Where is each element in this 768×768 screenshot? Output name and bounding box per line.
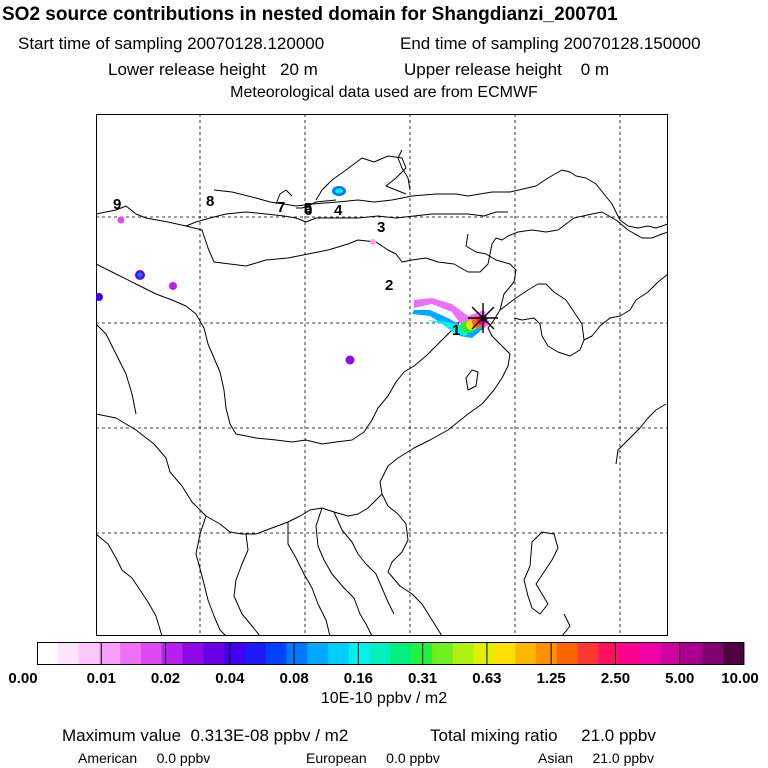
colorbar-cell bbox=[640, 642, 662, 665]
end-time-label: End time of sampling 20070128.150000 bbox=[400, 34, 701, 53]
max-value-label: Maximum value 0.313E-08 ppbv / m2 bbox=[62, 726, 349, 745]
colorbar-tick-label: 5.00 bbox=[665, 670, 695, 687]
site-label: 8 bbox=[206, 193, 214, 210]
colorbar-cell bbox=[598, 642, 620, 665]
colorbar-cell bbox=[369, 642, 391, 665]
map-frame bbox=[96, 114, 668, 636]
colorbar-cell bbox=[390, 642, 412, 665]
colorbar-tick-label: 0.63 bbox=[472, 670, 502, 687]
plume-blob bbox=[137, 272, 143, 278]
colorbar-tick-label: 0.16 bbox=[343, 670, 373, 687]
site-label: 3 bbox=[377, 219, 385, 236]
site-label: 5 bbox=[304, 200, 312, 217]
colorbar-tick-label: 0.00 bbox=[8, 670, 38, 687]
total-mixing-ratio: Total mixing ratio 21.0 ppbv bbox=[430, 726, 656, 745]
coastlines-borders bbox=[96, 149, 668, 636]
american-contribution: American 0.0 ppbv bbox=[78, 750, 211, 766]
release-site-marker bbox=[468, 303, 498, 333]
colorbar-cell bbox=[681, 642, 703, 665]
plume-blob bbox=[426, 320, 472, 336]
colorbar-cell bbox=[182, 642, 204, 665]
colorbar-cell bbox=[432, 642, 454, 665]
colorbar-cell bbox=[328, 642, 350, 665]
site-label: 1 bbox=[452, 322, 460, 339]
colorbar-tick-label: 10.00 bbox=[721, 670, 759, 687]
colorbar-cell bbox=[619, 642, 641, 665]
colorbar-cell bbox=[452, 642, 475, 665]
plume-blob bbox=[335, 188, 343, 194]
map-panel: 1 2 3 4 5 6 7 8 9 bbox=[96, 114, 668, 636]
plume-blob bbox=[370, 239, 376, 245]
colorbar-cell bbox=[244, 642, 267, 665]
colorbar-cell bbox=[224, 642, 246, 665]
colorbar-cell bbox=[702, 642, 724, 665]
colorbar-cell bbox=[203, 642, 225, 665]
colorbar-tick-label: 2.50 bbox=[600, 670, 631, 687]
colorbar-cell bbox=[57, 642, 80, 665]
plume-blob bbox=[117, 216, 125, 224]
colorbar-tick-label: 0.02 bbox=[150, 670, 181, 687]
colorbar-cell bbox=[411, 642, 433, 665]
site-label: 9 bbox=[113, 196, 121, 213]
plot-title: SO2 source contributions in nested domai… bbox=[2, 4, 618, 25]
colorbar-cell bbox=[307, 642, 329, 665]
asian-contribution: Asian 21.0 ppbv bbox=[538, 750, 654, 766]
colorbar-tick-label: 1.25 bbox=[536, 670, 566, 687]
colorbar-cell bbox=[37, 642, 59, 665]
plume-concentrations bbox=[96, 186, 490, 365]
lower-release-height: Lower release height 20 m bbox=[108, 60, 318, 79]
colorbar-tick-label: 0.31 bbox=[408, 670, 438, 687]
colorbar-cell bbox=[473, 642, 495, 665]
colorbar-cell bbox=[556, 642, 579, 665]
colorbar-tick-label: 0.08 bbox=[279, 670, 309, 687]
site-label: 7 bbox=[277, 199, 285, 216]
site-labels: 1 2 3 4 5 6 7 8 9 bbox=[113, 193, 460, 339]
colorbar-unit: 10E-10 ppbv / m2 bbox=[320, 690, 448, 707]
plume-blob bbox=[345, 355, 355, 365]
start-time-label: Start time of sampling 20070128.120000 bbox=[18, 34, 325, 53]
colorbar-cell bbox=[161, 642, 184, 665]
colorbar-cell bbox=[78, 642, 100, 665]
met-data-label: Meteorological data used are from ECMWF bbox=[230, 84, 538, 101]
colorbar-cell bbox=[494, 642, 516, 665]
colorbar-cell bbox=[536, 642, 558, 665]
colorbar bbox=[37, 642, 745, 665]
colorbar-cell bbox=[265, 642, 288, 665]
site-label: 6 bbox=[304, 202, 312, 219]
colorbar-cell bbox=[348, 642, 371, 665]
european-contribution: European 0.0 ppbv bbox=[306, 750, 440, 766]
colorbar-cell bbox=[140, 642, 163, 665]
colorbar-cell bbox=[660, 642, 683, 665]
colorbar-cell bbox=[723, 642, 745, 665]
colorbar-tick-label: 0.01 bbox=[86, 670, 116, 687]
graticule bbox=[96, 114, 668, 636]
colorbar-tick-label: 0.04 bbox=[215, 670, 245, 687]
site-label: 2 bbox=[385, 277, 393, 294]
colorbar-cell bbox=[120, 642, 142, 665]
colorbar-cell bbox=[286, 642, 308, 665]
plume-blob bbox=[169, 282, 177, 290]
site-label: 4 bbox=[334, 202, 343, 219]
colorbar-cell bbox=[577, 642, 599, 665]
colorbar-cell bbox=[515, 642, 537, 665]
upper-release-height: Upper release height 0 m bbox=[404, 60, 610, 79]
plume-blob bbox=[96, 293, 103, 301]
colorbar-cell bbox=[99, 642, 121, 665]
